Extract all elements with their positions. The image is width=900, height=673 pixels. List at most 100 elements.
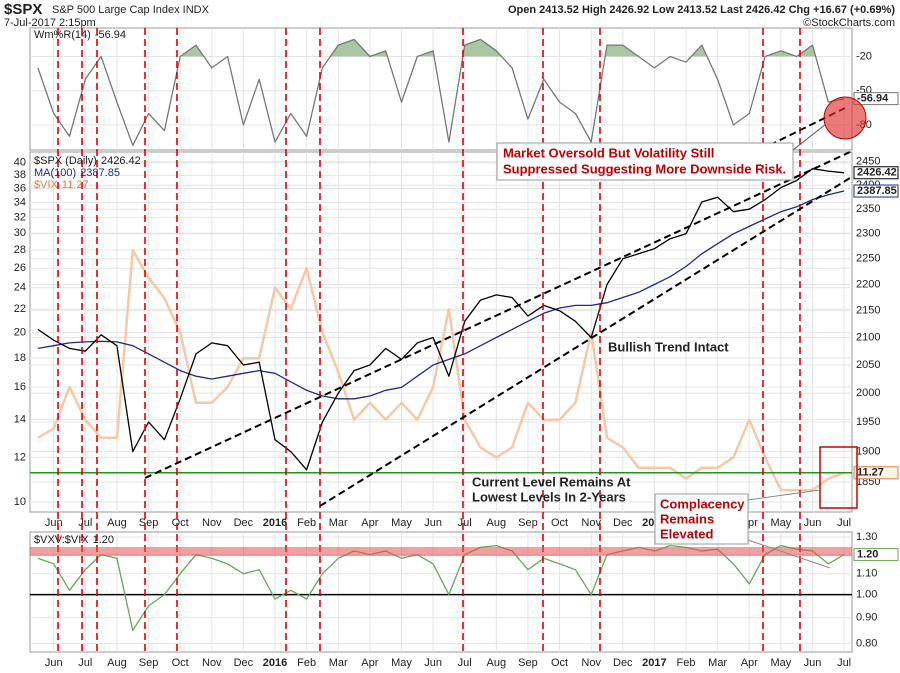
series-line [37,168,845,471]
y-tick-label: 36 [14,182,26,194]
x-tick-label: Aug [107,657,127,669]
y-tick-label: 12 [14,451,26,463]
y-tick-label: 16 [14,381,26,393]
x-tick-label: Apr [361,517,378,529]
legend: $SPX (Daily) 2426.42 [34,155,141,167]
legend: Wm%R(14) -56.94 [34,29,126,41]
last-value-label: 1.20 [857,548,878,560]
legend: MA(100) 2387.85 [34,167,120,179]
annotation: Suppressed Suggesting More Downside Risk… [503,161,786,176]
legend-value: 1.20 [93,534,114,546]
lower-trend-line [319,177,851,507]
y-tick-label: 20 [14,326,26,338]
x-tick-label: Jun [804,517,822,529]
series-line [37,248,845,492]
x-tick-label: Oct [551,657,568,669]
panel [29,27,853,151]
symbol: $SPX [4,1,42,18]
x-tick-label: 2016 [263,657,287,669]
x-tick-label: Jul [458,657,472,669]
last-value-box [853,548,899,562]
x-tick-label: Jul [78,517,92,529]
last-value-box [853,184,899,198]
legend-name: $SPX (Daily) [34,155,97,167]
x-tick-label: Jun [424,517,442,529]
legend-value: 2387.85 [80,167,120,179]
x-tick-label: May [770,517,791,529]
x-tick-label: Mar [329,517,348,529]
y2-tick-label: 1.30 [856,531,877,543]
x-tick-label: Dec [613,517,633,529]
overlay: Market Oversold But Volatility Still Sup… [30,28,867,652]
x-tick-label: Oct [172,517,189,529]
vix-highlight-box [819,446,858,509]
quote: Open 2413.52 High 2426.92 Low 2413.52 La… [508,4,895,16]
last-value-box [853,166,899,180]
y2-tick-label: 2000 [856,387,880,399]
x-tick-label: Aug [487,657,507,669]
oversold-circle [823,96,867,140]
callout-pointer [792,123,827,151]
y2-tick-label: 0.90 [856,612,877,624]
x-tick-label: Sep [139,657,159,669]
x-tick-label: Dec [234,657,254,669]
x-tick-label: 2017 [642,657,666,669]
y2-tick-label: 1.00 [856,589,877,601]
legend-value: 11.27 [62,179,89,191]
x-tick-label: Nov [202,517,222,529]
callout-box [654,493,749,545]
y-tick-label: 14 [14,414,26,426]
x-tick-label: Jul [458,517,472,529]
x-tick-label: Aug [107,517,127,529]
y2-tick-label: 2150 [856,305,880,317]
x-tick-label: Jun [804,657,822,669]
x-tick-label: Feb [297,517,316,529]
x-tick-label: Oct [172,657,189,669]
x-tick-label: Sep [518,517,538,529]
x-tick-label: Nov [202,657,222,669]
annotation: Elevated [660,526,714,541]
y-tick-label: 40 [14,157,26,169]
y2-tick-label: -20 [856,50,872,62]
y-tick-label: 24 [14,282,26,294]
annotation: Bullish Trend Intact [608,339,729,354]
x-tick-label: Jul [837,657,851,669]
x-tick-label: Apr [741,657,758,669]
series-line [37,38,845,147]
y2-tick-label: 2450 [856,156,880,168]
credit: ©StockCharts.com [803,17,895,29]
y-tick-label: 10 [14,496,26,508]
last-value-label: 2426.42 [857,167,897,179]
legend-name: MA(100) [34,167,76,179]
y2-tick-label: 2250 [856,253,880,265]
y2-tick-label: 0.80 [856,638,877,650]
y-tick-label: 22 [14,303,26,315]
x-tick-label: Mar [329,657,348,669]
x-tick-label: Nov [581,657,601,669]
annotation: Current Level Remains At [472,474,631,489]
x-tick-label: Jun [45,657,63,669]
legend-name: $VIX [34,179,59,191]
annotation: Market Oversold But Volatility Still [503,145,714,160]
x-tick-label: Mar [708,657,727,669]
legend: $VXV:$VIX 1.20 [34,534,114,546]
legend-name: Wm%R(14) [34,29,91,41]
x-tick-label: Jul [78,657,92,669]
legend-name: $VXV:$VIX [34,534,89,546]
callout-pointer [747,489,821,501]
last-value-label: 2387.85 [857,185,897,197]
x-tick-label: Nov [581,517,601,529]
y-tick-label: 30 [14,227,26,239]
x-tick-label: Feb [677,657,696,669]
annotation: Lowest Levels In 2-Years [472,489,626,504]
x-tick-label: Sep [518,657,538,669]
y2-tick-label: 1.10 [856,568,877,580]
x-tick-label: Jul [837,517,851,529]
annotation: Complacency [660,496,745,511]
date: 7-Jul-2017 2:15pm [4,17,96,29]
callout-pointer [747,539,831,569]
x-tick-label: May [391,657,412,669]
y-tick-label: 32 [14,211,26,223]
